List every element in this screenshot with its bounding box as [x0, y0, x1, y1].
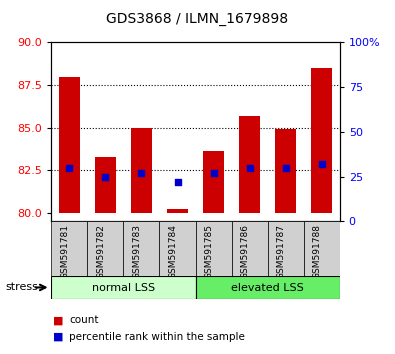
Text: GSM591783: GSM591783: [132, 224, 141, 279]
Text: percentile rank within the sample: percentile rank within the sample: [69, 332, 245, 342]
Bar: [267, 221, 304, 276]
Point: [318, 161, 325, 167]
Point: [246, 165, 253, 171]
Bar: [231, 221, 267, 276]
Point: [282, 165, 289, 171]
Text: stress: stress: [5, 282, 38, 292]
Bar: [160, 221, 196, 276]
Bar: [203, 152, 224, 213]
Point: [211, 170, 217, 176]
Point: [138, 170, 145, 176]
Bar: [196, 221, 231, 276]
Bar: [123, 221, 160, 276]
Bar: [311, 68, 333, 213]
Bar: [167, 209, 188, 213]
Bar: [275, 129, 296, 213]
Text: GSM591784: GSM591784: [169, 224, 177, 279]
Bar: [87, 221, 123, 276]
Text: GDS3868 / ILMN_1679898: GDS3868 / ILMN_1679898: [106, 12, 289, 27]
Bar: [95, 156, 116, 213]
Text: GSM591782: GSM591782: [96, 224, 105, 279]
Bar: [196, 276, 340, 299]
Point: [174, 179, 181, 185]
Text: GSM591787: GSM591787: [276, 224, 286, 279]
Point: [66, 165, 73, 171]
Text: count: count: [69, 315, 99, 325]
Point: [102, 174, 109, 179]
Text: GSM591788: GSM591788: [313, 224, 322, 279]
Text: GSM591786: GSM591786: [241, 224, 250, 279]
Bar: [58, 76, 80, 213]
Text: normal LSS: normal LSS: [92, 282, 155, 293]
Bar: [304, 221, 340, 276]
Text: GSM591781: GSM591781: [60, 224, 70, 279]
Bar: [131, 127, 152, 213]
Bar: [51, 221, 87, 276]
Text: elevated LSS: elevated LSS: [231, 282, 304, 293]
Text: GSM591785: GSM591785: [205, 224, 214, 279]
Text: ■: ■: [53, 315, 64, 325]
Text: ■: ■: [53, 332, 64, 342]
Bar: [51, 276, 196, 299]
Bar: [239, 116, 260, 213]
